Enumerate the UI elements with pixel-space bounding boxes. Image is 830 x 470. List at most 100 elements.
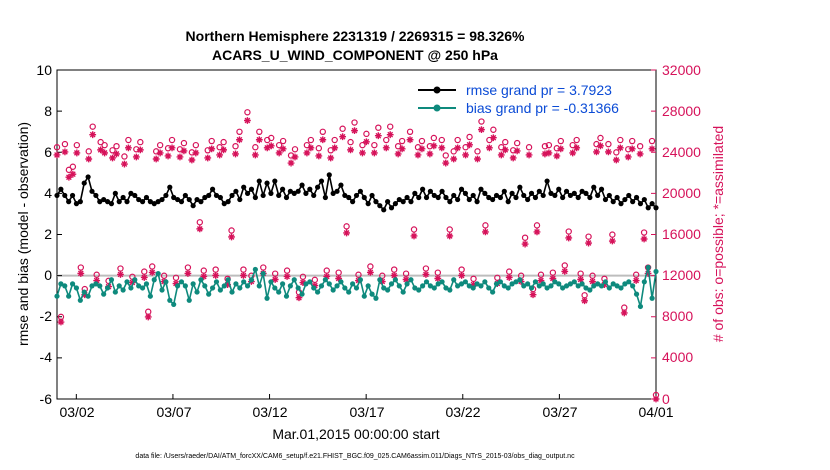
rmse-point (241, 184, 247, 190)
rmse-point (513, 194, 519, 201)
rmse-point (536, 188, 542, 194)
y-right-tick-label: 4000 (662, 349, 693, 365)
obs-possible-marker (438, 136, 445, 144)
rmse-point (637, 201, 644, 207)
obs-possible-marker (387, 123, 394, 130)
obs-possible-marker (434, 269, 442, 276)
y-left-tick-label: 10 (36, 62, 52, 78)
rmse-point (509, 190, 515, 196)
rmse-point (377, 203, 383, 209)
obs-assimilated-marker (73, 149, 81, 157)
x-tick-label: 03/12 (252, 404, 287, 420)
obs-assimilated-marker (505, 274, 513, 281)
bias-point (462, 279, 469, 285)
obs-assimilated-marker (541, 150, 549, 158)
bias-point (353, 285, 360, 291)
rmse-point (62, 192, 68, 199)
obs-assimilated-marker (287, 159, 295, 167)
obs-possible-marker (628, 137, 636, 145)
obs-assimilated-marker (295, 294, 303, 302)
bias-point (58, 281, 64, 287)
bias-point (315, 289, 321, 295)
bias-point (563, 283, 570, 289)
rmse-point (225, 199, 231, 205)
rmse-point (155, 199, 161, 205)
rmse-point (307, 186, 313, 192)
obs-possible-marker (252, 144, 259, 151)
bias-point (606, 285, 612, 291)
bias-point (556, 281, 562, 287)
rmse-point (291, 190, 297, 196)
rmse-point (645, 205, 651, 211)
obs-assimilated-marker (224, 281, 231, 288)
obs-possible-marker (498, 144, 505, 151)
obs-assimilated-marker (608, 237, 616, 245)
obs-assimilated-marker (612, 156, 620, 164)
rmse-point (101, 196, 107, 203)
obs-assimilated-marker (212, 272, 220, 279)
y-right-tick-label: 8000 (662, 308, 693, 324)
bias-point (435, 281, 441, 287)
rmse-point (412, 190, 418, 196)
rmse-point (338, 182, 344, 188)
bias-point (307, 279, 313, 285)
obs-assimilated-marker (482, 228, 489, 236)
obs-possible-marker (121, 153, 128, 160)
bias-point (182, 283, 188, 289)
rmse-point (560, 194, 566, 201)
bias-point (388, 281, 395, 287)
rmse-point (458, 186, 465, 192)
rmse-point (373, 199, 379, 205)
obs-assimilated-marker (307, 144, 315, 152)
y-axis-right: 32000 28000 24000 20000 16000 12000 8000… (662, 62, 701, 407)
rmse-point (151, 201, 157, 207)
obs-possible-marker (597, 134, 604, 142)
bias-point (482, 279, 488, 285)
obs-assimilated-marker (283, 273, 291, 280)
rmse-point (136, 196, 142, 203)
bias-point (451, 277, 457, 283)
y-left-tick-label: -4 (40, 349, 53, 365)
obs-assimilated-marker (196, 225, 204, 233)
bias-point (112, 289, 118, 295)
bias-point (163, 279, 169, 285)
obs-assimilated-marker (458, 272, 466, 279)
obs-assimilated-marker (569, 149, 577, 157)
obs-assimilated-marker (577, 276, 585, 283)
obs-assimilated-marker (489, 134, 497, 142)
rmse-point (229, 192, 235, 199)
y-left-tick-label: -2 (40, 308, 53, 324)
obs-assimilated-marker (374, 132, 382, 140)
bias-point (365, 283, 371, 289)
rmse-point (287, 188, 293, 194)
bias-point (167, 297, 173, 303)
rmse-point (147, 199, 153, 205)
rmse-point (342, 192, 348, 199)
bias-point (155, 270, 161, 277)
obs-possible-marker (228, 227, 235, 234)
rmse-point (361, 194, 367, 201)
obs-assimilated-marker (327, 154, 335, 162)
obs-assimilated-marker (121, 160, 128, 168)
bias-point (501, 283, 507, 289)
obs-assimilated-marker (152, 155, 160, 163)
bias-point (478, 283, 484, 289)
rmse-point (618, 201, 624, 207)
rmse-point (462, 190, 469, 196)
obs-assimilated-marker (255, 136, 263, 144)
rmse-point (567, 192, 574, 199)
bias-point (420, 283, 426, 289)
y-axis-right-label: # of obs: o=possible; *=assimilated (710, 126, 726, 342)
rmse-point (505, 199, 511, 205)
bias-point (151, 277, 157, 283)
obs-possible-marker (212, 266, 219, 273)
x-tick-label: 03/02 (59, 404, 94, 420)
obs-possible-marker (347, 138, 354, 146)
obs-possible-marker (351, 119, 358, 126)
bias-point (256, 283, 262, 289)
y-left-tick-label: 0 (44, 267, 52, 283)
obs-assimilated-marker (466, 141, 473, 149)
rmse-point (276, 192, 282, 199)
obs-assimilated-marker (232, 150, 239, 158)
